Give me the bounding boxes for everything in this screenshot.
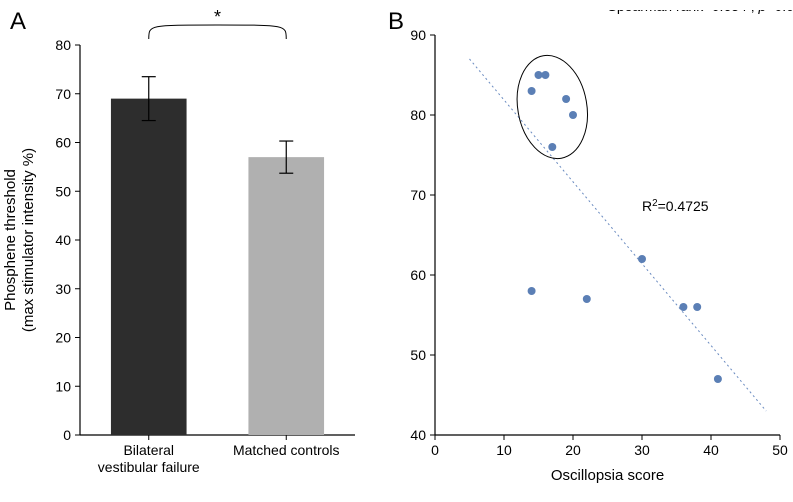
data-point bbox=[548, 143, 556, 151]
y-tick-label: 50 bbox=[410, 347, 426, 363]
y-axis-label: (max stimulator intensity %) bbox=[20, 148, 37, 332]
y-tick-label: 70 bbox=[410, 187, 426, 203]
y-tick-label: 60 bbox=[55, 135, 71, 151]
y-tick-label: 60 bbox=[410, 267, 426, 283]
data-point bbox=[562, 95, 570, 103]
data-point bbox=[714, 375, 722, 383]
category-label: Matched controls bbox=[233, 442, 340, 458]
y-tick-label: 50 bbox=[55, 183, 71, 199]
significance-marker: * bbox=[214, 10, 221, 27]
x-tick-label: 20 bbox=[565, 442, 581, 458]
annotation-text: R2=0.4725 bbox=[642, 198, 709, 215]
y-tick-label: 40 bbox=[410, 427, 426, 443]
bar bbox=[111, 99, 187, 435]
x-tick-label: 30 bbox=[634, 442, 650, 458]
x-tick-label: 10 bbox=[496, 442, 512, 458]
category-label: Bilateral bbox=[123, 442, 174, 458]
panel-a-chart: 0 10 20 30 40 50 60 70 80 Phosphene threshold(max… bbox=[0, 10, 370, 500]
y-tick-label: 80 bbox=[410, 107, 426, 123]
x-tick-label: 40 bbox=[703, 442, 719, 458]
annotation-text: Spearman rank -0.654 , p=0.0213 bbox=[608, 10, 793, 14]
figure-container: A B 01020304050607080Phosphene threshold… bbox=[0, 0, 793, 502]
y-tick-label: 10 bbox=[55, 378, 71, 394]
panel-b-chart: 40 50 60 70 80 90 0 10 20 30 40 50 Oscillopsia score… bbox=[380, 10, 793, 500]
category-label: vestibular failure bbox=[98, 459, 200, 475]
data-point bbox=[679, 303, 687, 311]
x-tick-label: 0 bbox=[431, 442, 439, 458]
bar bbox=[248, 157, 324, 435]
data-point bbox=[569, 111, 577, 119]
y-tick-label: 70 bbox=[55, 86, 71, 102]
y-axis-label: Phosphene threshold bbox=[2, 169, 19, 311]
trend-line bbox=[470, 59, 767, 411]
data-point bbox=[693, 303, 701, 311]
data-point bbox=[528, 287, 536, 295]
y-tick-label: 0 bbox=[63, 427, 71, 443]
data-point bbox=[535, 71, 543, 79]
y-tick-label: 40 bbox=[55, 232, 71, 248]
data-point bbox=[541, 71, 549, 79]
x-axis-label: Oscillopsia score bbox=[551, 467, 664, 484]
data-point bbox=[528, 87, 536, 95]
data-point bbox=[583, 295, 591, 303]
data-point bbox=[638, 255, 646, 263]
x-tick-label: 50 bbox=[772, 442, 788, 458]
y-tick-label: 90 bbox=[410, 27, 426, 43]
y-tick-label: 20 bbox=[55, 330, 71, 346]
y-tick-label: 30 bbox=[55, 281, 71, 297]
y-tick-label: 80 bbox=[55, 37, 71, 53]
